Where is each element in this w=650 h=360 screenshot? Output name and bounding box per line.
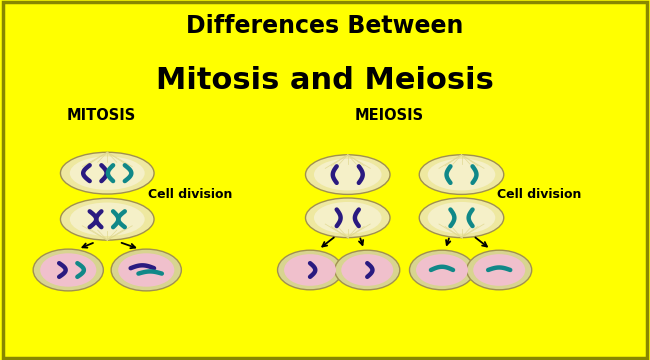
Ellipse shape bbox=[416, 254, 468, 286]
Ellipse shape bbox=[306, 198, 390, 238]
Ellipse shape bbox=[278, 250, 343, 290]
Ellipse shape bbox=[70, 157, 145, 190]
Text: MEIOSIS: MEIOSIS bbox=[354, 108, 423, 123]
Text: Cell division: Cell division bbox=[148, 188, 232, 201]
Ellipse shape bbox=[284, 254, 336, 286]
Ellipse shape bbox=[428, 159, 495, 190]
Ellipse shape bbox=[419, 155, 504, 194]
Ellipse shape bbox=[335, 250, 400, 290]
Ellipse shape bbox=[428, 202, 495, 234]
Ellipse shape bbox=[467, 250, 532, 290]
Ellipse shape bbox=[419, 198, 504, 238]
Ellipse shape bbox=[70, 203, 145, 236]
Text: Cell division: Cell division bbox=[497, 188, 582, 201]
Ellipse shape bbox=[473, 254, 525, 286]
Ellipse shape bbox=[40, 253, 96, 287]
Text: MITOSIS: MITOSIS bbox=[67, 108, 136, 123]
Ellipse shape bbox=[33, 249, 103, 291]
Text: Mitosis and Meiosis: Mitosis and Meiosis bbox=[156, 66, 494, 95]
Ellipse shape bbox=[118, 253, 174, 287]
Ellipse shape bbox=[314, 202, 382, 234]
Ellipse shape bbox=[341, 254, 393, 286]
Ellipse shape bbox=[60, 152, 154, 194]
Ellipse shape bbox=[410, 250, 474, 290]
Ellipse shape bbox=[314, 159, 382, 190]
Ellipse shape bbox=[60, 198, 154, 240]
Text: Differences Between: Differences Between bbox=[187, 14, 463, 38]
Ellipse shape bbox=[111, 249, 181, 291]
Ellipse shape bbox=[306, 155, 390, 194]
